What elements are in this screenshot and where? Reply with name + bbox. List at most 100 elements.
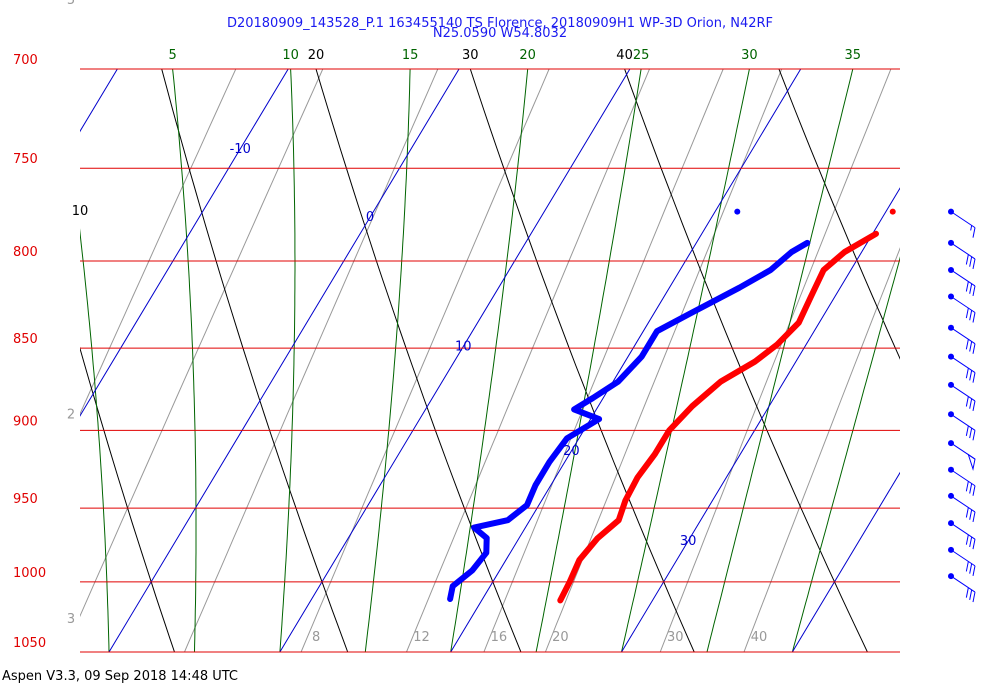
- pressure-tick-label: 1050: [13, 636, 46, 651]
- wind-barb-shaft: [950, 211, 976, 229]
- moist-adiabat-line: [706, 69, 854, 652]
- wind-barb-shaft: [950, 269, 976, 287]
- wind-barb-flag: [972, 485, 976, 496]
- wind-barb-flag: [972, 511, 976, 523]
- mixing-ratio-line: [80, 69, 324, 618]
- dry-adiabat-line: [624, 69, 868, 652]
- wind-barb-flag: [972, 227, 976, 238]
- wind-barb-pennant: [967, 453, 976, 472]
- temperature-point: [752, 359, 757, 364]
- dewpoint-point: [597, 417, 602, 422]
- wind-barb: [948, 440, 976, 472]
- dewpoint-point: [789, 249, 794, 254]
- dewpoint-point: [484, 536, 489, 541]
- wind-barb-flag: [972, 343, 976, 354]
- dewpoint-point: [472, 525, 477, 530]
- moist-adiabat-line: [279, 69, 296, 652]
- isotherm-label: 0: [366, 210, 374, 225]
- dewpoint-point: [450, 584, 455, 589]
- dewpoint-point: [533, 483, 538, 488]
- wind-barb-shaft: [950, 327, 976, 345]
- moist-adiabat-line: [172, 69, 197, 652]
- dry-adiabat-label: 40: [616, 48, 633, 63]
- temperature-point: [718, 379, 723, 384]
- wind-barb: [948, 266, 976, 297]
- wind-barb: [948, 239, 976, 270]
- wind-barb-flag: [969, 483, 973, 494]
- pressure-tick-label: 700: [13, 53, 38, 68]
- moist-adiabat-label: 10: [282, 48, 299, 63]
- mixing-ratio-line: [300, 69, 550, 652]
- mixing-ratio-label: 2: [67, 407, 75, 422]
- wind-barb-flag: [969, 536, 973, 548]
- temperature-point: [616, 518, 621, 523]
- mixing-ratio-line: [743, 247, 900, 652]
- wind-barb-flag: [969, 563, 973, 574]
- moist-adiabat-line: [535, 69, 642, 652]
- temperature-point: [690, 404, 695, 409]
- wind-barb: [948, 411, 976, 441]
- mixing-ratio-line: [544, 69, 783, 652]
- wind-barb: [948, 573, 976, 603]
- wind-barb-flag: [969, 310, 973, 321]
- wind-barb-flag: [965, 254, 969, 265]
- wind-barb-flag: [969, 589, 973, 600]
- moist-adiabat-label: 15: [402, 48, 419, 63]
- dry-adiabat-line: [161, 69, 349, 652]
- pressure-tick-label: 1000: [13, 566, 46, 581]
- wind-barb-flag: [972, 565, 976, 576]
- dewpoint-point: [737, 285, 742, 290]
- moist-adiabat-label: 5: [168, 48, 176, 63]
- pressure-tick-label: 850: [13, 332, 38, 347]
- wind-barb: [948, 520, 976, 550]
- dewpoint-point: [572, 407, 577, 412]
- mixing-ratio-label: 12: [413, 630, 430, 645]
- isotherms: [80, 69, 900, 652]
- wind-barb-shaft: [950, 522, 976, 540]
- wind-barb-flag: [969, 283, 973, 294]
- wind-barb-shaft: [950, 413, 976, 431]
- mixing-ratio-label: 16: [491, 630, 508, 645]
- dry-adiabat-label: 30: [462, 48, 479, 63]
- isotherm-line: [621, 187, 900, 652]
- mixing-ratio-label: 8: [312, 630, 320, 645]
- wind-barb: [948, 293, 976, 323]
- dewpoint-point: [547, 459, 552, 464]
- dewpoint-point: [687, 311, 692, 316]
- chart-title-line-2: N25.0590 W54.8032: [432, 26, 568, 41]
- wind-barbs: [948, 208, 976, 603]
- mixing-ratio-line: [80, 69, 237, 416]
- moist-adiabat-label: 25: [633, 48, 650, 63]
- wind-barb-flag: [972, 285, 976, 297]
- wind-barb-flag: [972, 591, 976, 603]
- wind-barb-flag: [972, 400, 976, 412]
- wind-barb-flag: [969, 370, 973, 381]
- wind-barb: [948, 466, 976, 496]
- moist-adiabat-label: 30: [741, 48, 758, 63]
- dry-adiabats: [80, 69, 900, 652]
- dewpoint-trace: [447, 239, 811, 602]
- dewpoint-isolated-point: [734, 208, 741, 215]
- moist-adiabat-line: [80, 228, 110, 652]
- dry-adiabat-label: 10: [72, 204, 89, 219]
- moist-adiabat-label: 35: [845, 48, 862, 63]
- isotherm-line: [80, 69, 289, 417]
- wind-barb-shaft: [950, 384, 976, 402]
- pressure-tick-label: 750: [13, 152, 38, 167]
- temperature-point: [821, 267, 826, 272]
- wind-barb-flag: [969, 509, 973, 520]
- dry-adiabat-line: [778, 69, 900, 360]
- mixing-ratio-label: 5: [67, 0, 75, 8]
- dewpoint-point: [524, 503, 529, 508]
- wind-barb: [948, 546, 976, 576]
- temperature-point: [774, 342, 779, 347]
- wind-barb-flag: [969, 398, 973, 409]
- temperature-isolated-point: [889, 208, 896, 215]
- sounding-traces: [447, 208, 896, 604]
- mixing-ratio-line: [183, 69, 439, 652]
- isotherm-label: -10: [230, 142, 251, 157]
- dewpoint-point: [590, 396, 595, 401]
- dewpoint-point: [639, 354, 644, 359]
- pressure-tick-label: 800: [13, 245, 38, 260]
